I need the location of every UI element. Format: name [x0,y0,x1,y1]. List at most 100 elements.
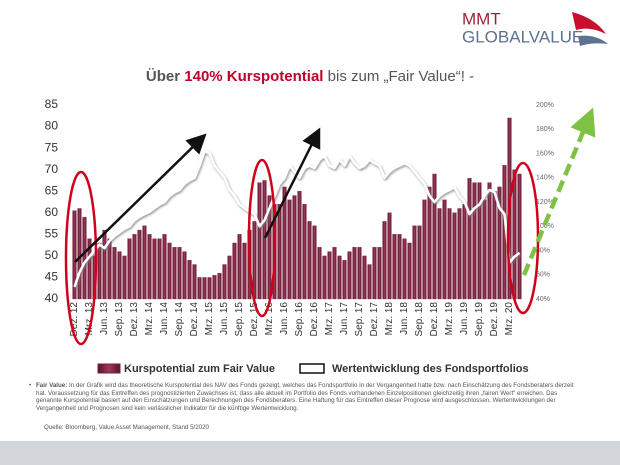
y-tick-label: 65 [45,183,59,197]
bar [212,275,217,300]
x-tick-label: Jun. 17 [339,302,350,335]
x-tick-label: Mrz. 17 [324,302,335,336]
y2-tick-label: 80% [536,247,550,254]
bar [347,251,352,300]
x-tick-label: Dez. 13 [129,302,140,337]
x-tick-label: Sep. 17 [354,302,365,337]
bar [372,247,377,300]
highlight-ellipse [247,158,277,318]
bar [497,186,502,300]
x-tick-label: Jun. 18 [399,302,410,335]
x-tick-label: Mrz. 15 [204,302,215,336]
bar [187,260,192,300]
arrow [74,133,207,263]
bar [402,238,407,300]
title-part: bis zum „Fair Value“! - [323,68,474,85]
x-tick-label: Mrz. 13 [84,302,95,336]
bar [357,247,362,300]
y2-tick-label: 140% [536,175,554,182]
legend-swatch [97,363,121,374]
bar [162,234,167,300]
x-tick-label: Jun. 16 [279,302,290,335]
bar [517,173,522,300]
y-tick-label: 85 [45,97,59,111]
bar [427,186,432,300]
bar [387,212,392,300]
y2-tick-label: 100% [536,223,554,230]
bar [367,264,372,300]
bar [277,204,282,300]
legend-label: Kurspotential zum Fair Value [124,363,275,375]
y2-tick-label: 200% [536,102,554,109]
bar [472,182,477,300]
bar [202,277,207,300]
bar [392,234,397,300]
x-tick-label: Dez. 17 [369,302,380,337]
arrow [263,127,321,239]
bar [242,242,247,300]
x-tick-label: Sep. 14 [174,302,185,337]
bar [182,251,187,300]
bar [117,251,122,300]
x-tick-label: Dez. 15 [249,302,260,337]
bar [412,225,417,300]
bar [122,255,127,300]
bar [147,234,152,300]
bar [457,208,462,300]
bar [207,277,212,300]
bar [177,247,182,300]
bar [137,229,142,300]
annotations [64,107,596,346]
x-tick-label: Sep. 13 [114,302,125,337]
bar [152,238,157,300]
x-tick-label: Sep. 19 [474,302,485,337]
bar [322,255,327,300]
legend-swatch [299,363,325,374]
bar [332,247,337,300]
bar [482,199,487,300]
bar [352,247,357,300]
bar [307,221,312,300]
bullet: • [29,382,32,389]
x-tick-label: Jun. 19 [459,302,470,335]
x-tick-label: Dez. 19 [489,302,500,337]
bar [222,264,227,300]
logo-mark [578,35,608,46]
bar [197,277,202,300]
x-tick-label: Jun. 14 [159,302,170,335]
logo-line2: GLOBALVALUE [462,27,583,46]
y-tick-label: 45 [45,270,59,284]
bar [327,251,332,300]
highlight-ellipse [64,170,98,346]
y2-tick-label: 40% [536,296,550,303]
footnote: • Fair Value: In der Grafik wird das theo… [29,382,584,412]
bar [157,238,162,300]
x-tick-label: Mrz. 16 [264,302,275,336]
x-tick-label: Sep. 16 [294,302,305,337]
bar [422,199,427,300]
x-tick-label: Mrz. 20 [504,302,515,336]
bar [342,260,347,300]
x-tick-label: Dez. 18 [429,302,440,337]
title-part: 140% Kurspotential [184,68,323,85]
logo-mark [572,12,606,34]
bar [107,238,112,300]
y-tick-label: 55 [45,227,59,241]
bar [132,234,137,300]
x-tick-label: Dez. 16 [309,302,320,337]
bar [82,216,87,300]
bar [382,221,387,300]
bar [312,225,317,300]
y2-tick-label: 180% [536,126,554,133]
x-tick-label: Mrz. 18 [384,302,395,336]
title-part: Über [146,68,184,85]
bar [172,247,177,300]
y-tick-label: 60 [45,205,59,219]
y2-tick-label: 160% [536,150,554,157]
x-tick-label: Jun. 13 [99,302,110,335]
bar [442,199,447,300]
bar [492,191,497,300]
bar [397,234,402,300]
